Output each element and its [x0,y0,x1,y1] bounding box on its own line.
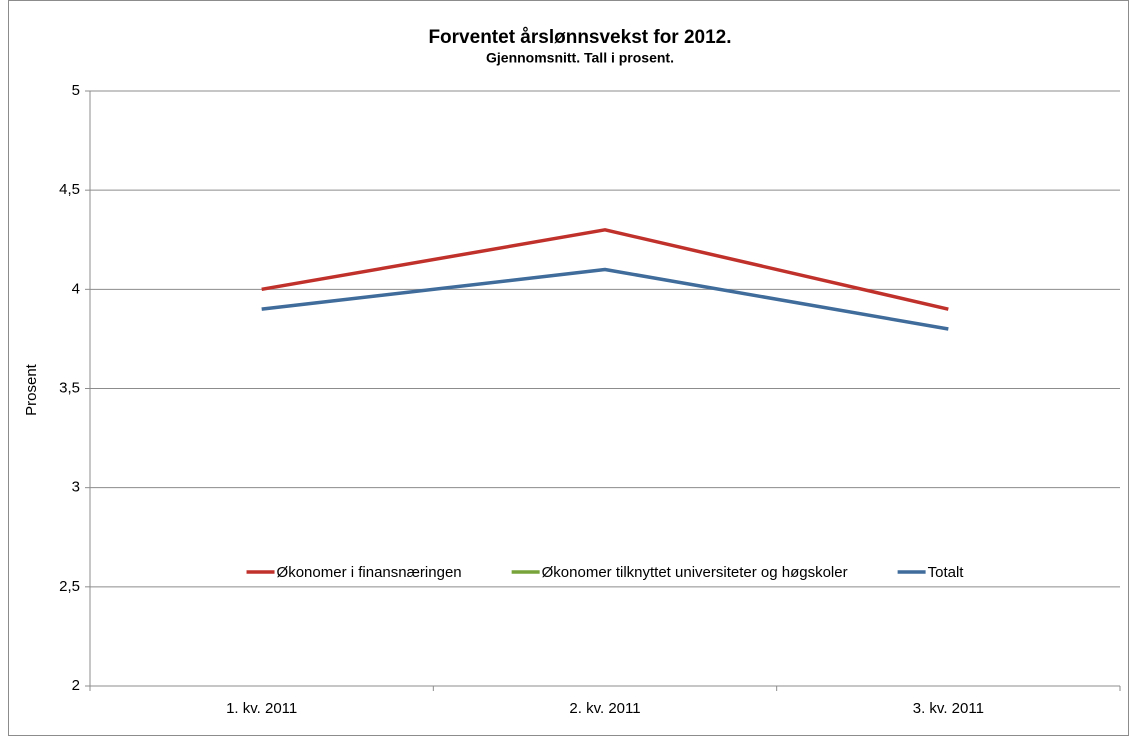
y-tick-label: 4 [72,280,80,297]
legend-label: Totalt [928,564,965,581]
y-tick-label: 2 [72,677,80,694]
x-tick-label: 2. kv. 2011 [569,700,640,717]
y-tick-label: 5 [72,82,80,99]
y-tick-label: 3 [72,479,80,496]
legend-label: Økonomer i finansnæringen [277,564,462,581]
x-tick-label: 1. kv. 2011 [226,700,297,717]
chart-frame [8,0,1129,736]
legend-label: Økonomer tilknyttet universiteter og høg… [542,564,848,581]
y-tick-label: 3,5 [59,379,80,396]
y-tick-label: 2,5 [59,578,80,595]
series-line [261,267,949,331]
chart-subtitle: Gjennomsnitt. Tall i prosent. [486,50,674,66]
chart-title: Forventet årslønnsvekst for 2012. [428,27,731,48]
y-axis-label: Prosent [23,363,40,416]
x-tick-label: 3. kv. 2011 [913,700,984,717]
series-line [261,228,949,311]
y-tick-label: 4,5 [59,181,80,198]
